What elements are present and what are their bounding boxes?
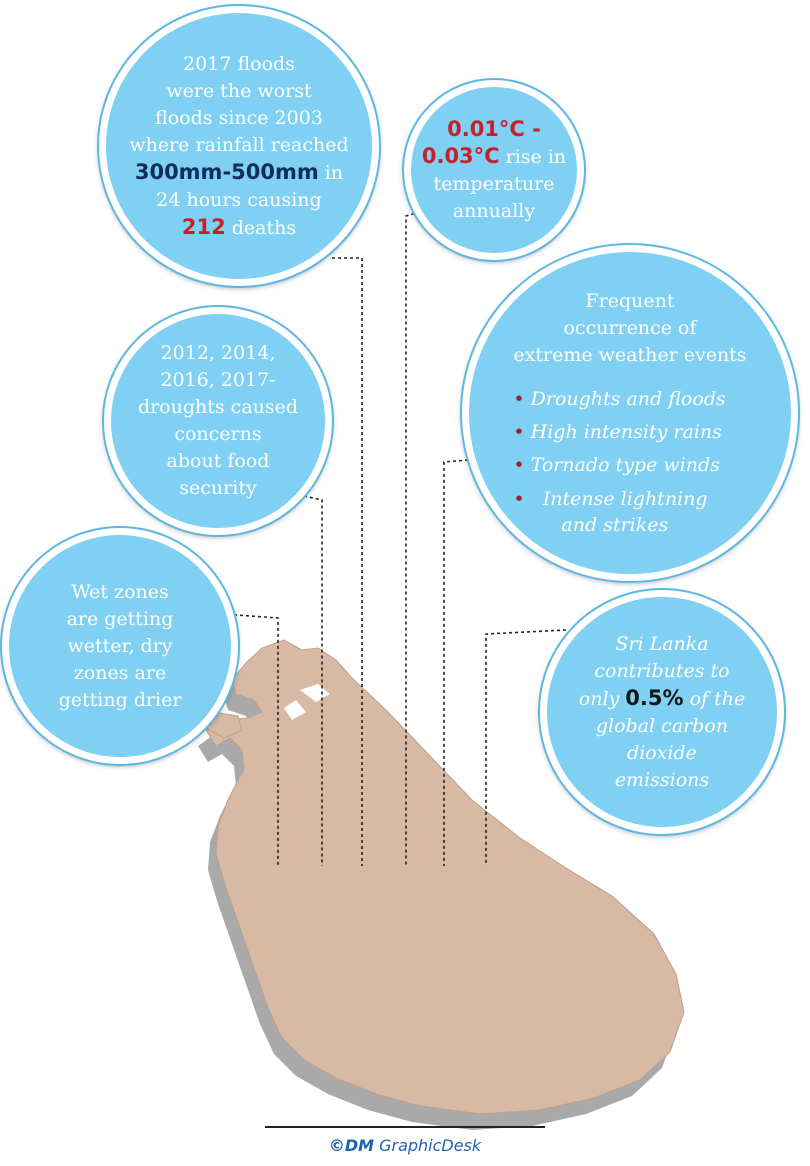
carbon-line-6: emissions: [614, 768, 710, 791]
droughts-line-1: 2012, 2014,: [160, 342, 276, 364]
list-item: • Tornado type winds: [513, 449, 746, 482]
list-item: • Droughts and floods: [513, 383, 746, 416]
list-item-label: Droughts and floods: [530, 388, 726, 410]
leader-lines: [221, 211, 567, 866]
zones-text: Wet zones are getting wetter, dry zones …: [59, 579, 182, 714]
droughts-line-2: 2016, 2017-: [160, 369, 276, 391]
droughts-line-3: droughts caused: [137, 396, 299, 418]
zones-line-1: Wet zones: [71, 580, 169, 603]
bullet-icon: •: [513, 421, 525, 443]
carbon-line-3-prefix: only: [578, 687, 626, 710]
floods-line-5: 300mm-500mm in: [129, 159, 348, 187]
droughts-text: 2012, 2014, 2016, 2017- droughts caused …: [138, 340, 298, 502]
floods-line-3: floods since 2003: [155, 106, 323, 129]
zones-line-2: are getting: [66, 607, 174, 630]
extreme-weather-text: Frequent occurrence of extreme weather e…: [513, 288, 746, 538]
temperature-range-a: 0.01°C -: [447, 116, 541, 141]
leader-carbon: [485, 629, 567, 866]
extreme-weather-bubble: Frequent occurrence of extreme weather e…: [462, 245, 798, 581]
temperature-line-2-suffix: rise in: [499, 145, 567, 168]
list-item-label: Tornado type winds: [530, 454, 720, 476]
leader-zones: [221, 613, 279, 866]
temperature-bubble: 0.01°C - 0.03°C rise in temperature annu…: [404, 80, 584, 260]
carbon-line-2: contributes to: [594, 659, 730, 682]
extreme-weather-title: Frequent occurrence of extreme weather e…: [513, 288, 746, 369]
floods-line-6: 24 hours causing: [156, 188, 322, 211]
zones-bubble: Wet zones are getting wetter, dry zones …: [2, 528, 238, 764]
droughts-bubble: 2012, 2014, 2016, 2017- droughts caused …: [104, 307, 332, 535]
zones-line-3: wetter, dry: [67, 634, 173, 657]
droughts-line-6: security: [179, 477, 257, 499]
footer-divider: [265, 1126, 545, 1128]
floods-line-4: where rainfall reached: [129, 133, 349, 156]
extreme-title-line-1: Frequent: [585, 290, 675, 312]
temperature-range-b: 0.03°C: [421, 143, 500, 168]
carbon-line-1: Sri Lanka: [615, 632, 709, 655]
floods-bubble: 2017 floods were the worst floods since …: [99, 6, 379, 286]
list-item-label: Intense lightning: [542, 488, 708, 510]
floods-line-5-suffix: in: [318, 161, 344, 184]
carbon-line-3: only 0.5% of the: [579, 685, 745, 713]
floods-text: 2017 floods were the worst floods since …: [129, 51, 348, 242]
droughts-line-5: about food: [166, 450, 270, 472]
credit-desk: GraphicDesk: [374, 1136, 482, 1155]
temperature-line-4: annually: [452, 199, 536, 222]
list-item-label: High intensity rains: [530, 421, 722, 443]
leader-floods: [332, 257, 363, 866]
list-item: • High intensity rains: [513, 416, 746, 449]
zones-line-4: zones are: [73, 661, 167, 684]
bullet-icon: •: [513, 454, 525, 476]
rainfall-range: 300mm-500mm: [134, 159, 319, 184]
carbon-percentage: 0.5%: [625, 685, 684, 710]
extreme-title-line-3: extreme weather events: [513, 344, 747, 366]
bullet-icon: •: [513, 488, 525, 510]
carbon-line-3-suffix: of the: [683, 687, 746, 710]
carbon-bubble: Sri Lanka contributes to only 0.5% of th…: [540, 590, 784, 834]
list-item-label-cont: and strikes: [561, 514, 669, 536]
death-count: 212: [181, 214, 226, 239]
bullet-icon: •: [513, 388, 525, 410]
leader-extreme: [443, 459, 469, 866]
droughts-line-4: concerns: [174, 423, 262, 445]
floods-line-7-suffix: deaths: [225, 216, 297, 239]
floods-line-2: were the worst: [166, 79, 312, 102]
zones-line-5: getting drier: [58, 688, 182, 711]
floods-line-7: 212 deaths: [129, 214, 348, 242]
extreme-weather-list: • Droughts and floods • High intensity rai…: [513, 383, 746, 538]
carbon-line-5: dioxide: [627, 741, 697, 764]
carbon-line-4: global carbon: [595, 714, 729, 737]
extreme-title-line-2: occurrence of: [563, 317, 697, 339]
leader-temperature: [405, 211, 421, 866]
list-item: • Intense lightning and strikes: [513, 486, 746, 538]
temperature-line-2: 0.03°C rise in: [422, 143, 566, 171]
copyright-icon: ©: [328, 1136, 345, 1155]
temperature-text: 0.01°C - 0.03°C rise in temperature annu…: [422, 116, 566, 225]
credit-line: ©DM GraphicDesk: [300, 1136, 510, 1155]
carbon-text: Sri Lanka contributes to only 0.5% of th…: [579, 631, 745, 794]
leader-droughts: [303, 495, 323, 866]
credit-brand: DM: [344, 1136, 375, 1155]
temperature-line-3: temperature: [433, 172, 555, 195]
floods-line-1: 2017 floods: [183, 52, 295, 75]
